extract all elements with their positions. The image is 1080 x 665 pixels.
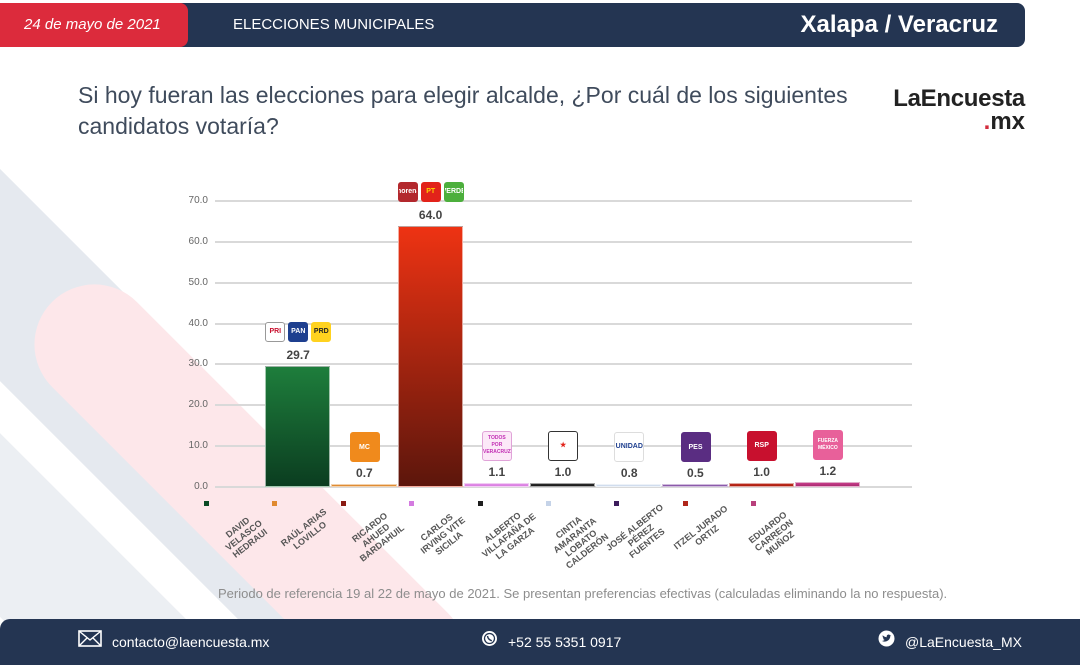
party-logo-prd-icon: PRD (311, 321, 332, 342)
bar-value-label: 1.1 (488, 464, 506, 479)
y-tick-label: 60.0 (188, 235, 208, 247)
party-logo-pt-icon: PT (420, 181, 441, 202)
party-logo-podemos-icon: ★ (548, 430, 579, 461)
legend-marker (272, 501, 278, 506)
footnote: Periodo de referencia 19 al 22 de mayo d… (218, 586, 948, 601)
category-label: EDUARDO CARREON MUÑOZ (746, 509, 796, 558)
legend-marker (340, 501, 346, 506)
gridline (215, 281, 912, 284)
party-logo-todos-por-veracruz-icon: TODOS POR VERACRUZ (481, 430, 512, 461)
party-logos: TODOS POR VERACRUZ (481, 430, 512, 461)
bar-chart: 0.0 10.0 20.0 30.0 40.0 50.0 60.0 70.0 29.7 PRI PA… (188, 181, 912, 571)
y-tick-label: 30.0 (188, 358, 208, 370)
party-logo-fuerza-m-xico-icon: FUERZA MÉXICO (812, 430, 843, 461)
bar (463, 482, 529, 487)
bar (596, 483, 662, 487)
party-logos: FUERZA MÉXICO (812, 430, 843, 461)
category-label: JOSÉ ALBERTO PÉREZ FUENTES (604, 502, 667, 561)
party-logos: ★ (548, 430, 579, 461)
category-label: ITZEL JURADO ORTIZ (672, 503, 730, 552)
bar-value-label: 0.5 (687, 466, 704, 480)
brand-logo-main: LaEncuesta (893, 85, 1025, 112)
contact-email[interactable]: contacto@laencuesta.mx (78, 619, 269, 665)
category-label: RICARDO AHUED BARDAHUIL (350, 510, 407, 564)
brand-logo-dot: . (983, 108, 991, 135)
bar (397, 225, 463, 487)
category-label: CINTIA AMARANTA LOBATO CALDERÓN (551, 514, 611, 571)
footer: contacto@laencuesta.mx +52 55 5351 0917 … (0, 619, 1080, 665)
y-tick-label: 10.0 (188, 440, 208, 452)
gridline (215, 404, 912, 407)
y-tick-label: 20.0 (188, 399, 208, 411)
party-logo-pri-icon: PRI (265, 321, 286, 342)
party-logo-rsp-icon: RSP (746, 430, 777, 461)
brand-logo-sub: .mx (882, 110, 1025, 134)
gridline (215, 240, 912, 243)
contact-phone[interactable]: +52 55 5351 0917 (481, 619, 621, 665)
party-logos: PRI PAN PRD (265, 321, 332, 342)
category-label: CARLOS IRVING VITE SICILIA (418, 511, 467, 557)
y-tick-label: 50.0 (188, 276, 208, 288)
legend-marker (204, 501, 209, 506)
party-logos: morenaPTVERDE (397, 181, 464, 202)
gridline (215, 363, 912, 366)
gridline (215, 200, 912, 202)
gridline (215, 322, 912, 325)
whatsapp-icon (481, 619, 498, 665)
section-label: ELECCIONES MUNICIPALES (233, 16, 435, 33)
bar (662, 484, 728, 487)
bar (530, 482, 596, 487)
bar (794, 482, 860, 487)
party-logos: UNIDAD (614, 431, 645, 462)
party-logo-pan-icon: PAN (288, 321, 309, 342)
y-tick-label: 40.0 (188, 317, 208, 329)
contact-email-text: contacto@laencuesta.mx (112, 634, 270, 650)
bar-value-label: 1.0 (554, 464, 572, 479)
date-label: 24 de mayo de 2021 (0, 3, 188, 47)
legend-marker (751, 501, 757, 506)
category-label: ALBERTO VILLAFAÑA DE LA GARZA (479, 510, 538, 562)
chart-question: Si hoy fueran las elecciones para elegir… (78, 82, 848, 139)
brand-logo-tld: mx (990, 108, 1025, 135)
twitter-icon (878, 619, 895, 665)
header: 24 de mayo de 2021 ELECCIONES MUNICIPALE… (0, 3, 1025, 47)
party-logos: RSP (746, 430, 777, 461)
y-tick-label: 0.0 (194, 481, 208, 492)
party-logos: MC (349, 432, 380, 462)
bar-value-label: 1.2 (819, 464, 837, 479)
bar (265, 365, 331, 487)
bar-value-label: 0.7 (356, 466, 373, 480)
party-logos: PES (680, 432, 711, 462)
envelope-icon (78, 619, 102, 665)
bar-value-label: 29.7 (286, 347, 310, 362)
legend-marker (477, 501, 483, 506)
legend-marker (409, 501, 415, 506)
bar-value-label: 64.0 (418, 207, 443, 222)
category-label: RAÚL ARIAS LOVILLO (279, 506, 329, 552)
bar-value-label: 1.0 (753, 464, 770, 479)
location-label: Xalapa / Veracruz (800, 11, 998, 38)
contact-phone-text: +52 55 5351 0917 (508, 634, 622, 650)
category-label: DAVID VELASCO HEDRAUI (223, 515, 270, 560)
party-logo-mc-icon: MC (349, 432, 380, 462)
bar (331, 484, 397, 487)
legend-marker (682, 501, 688, 506)
bar (728, 482, 794, 487)
party-logo-pes-icon: PES (680, 432, 711, 462)
legend-marker (614, 501, 620, 506)
contact-twitter-text: @LaEncuesta_MX (905, 634, 1022, 650)
party-logo-unidad-ciudadana-icon: UNIDAD (614, 431, 645, 462)
y-tick-label: 70.0 (188, 195, 208, 206)
bar-value-label: 0.8 (620, 465, 638, 480)
legend-marker (546, 501, 551, 506)
contact-twitter[interactable]: @LaEncuesta_MX (878, 619, 1022, 665)
gridline (215, 486, 912, 488)
party-logo-morena-icon: morena (397, 181, 418, 202)
brand-logo: LaEncuesta .mx (882, 85, 1025, 134)
party-logo-verde-icon: VERDE (443, 181, 464, 202)
